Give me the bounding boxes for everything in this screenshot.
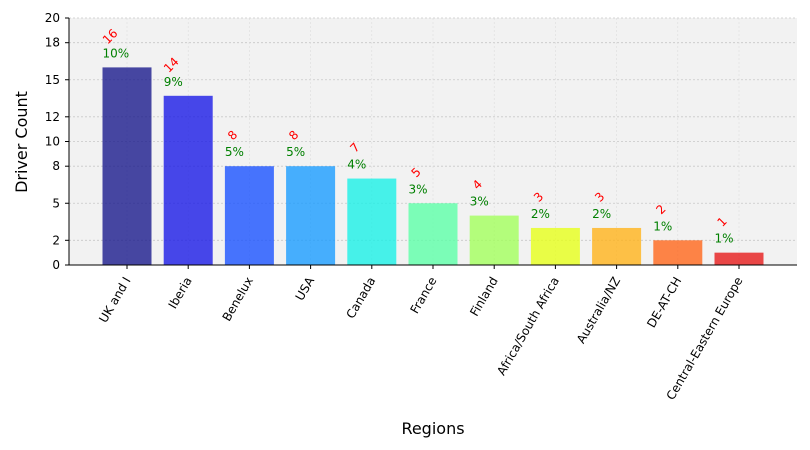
y-tick-label: 5 (52, 196, 60, 210)
y-ticks: 0 2 5 8 10 12 15 18 20 (45, 11, 69, 272)
x-ticks: UK and I Iberia Benelux USA Canada France Finl… (96, 265, 746, 402)
x-tick-label: UK and I (96, 275, 133, 326)
percent-label: 1% (653, 219, 672, 233)
y-tick-label: 15 (45, 73, 60, 87)
x-tick-label: France (408, 275, 440, 317)
x-tick-label: DE-AT-CH (644, 275, 684, 331)
y-tick-label: 2 (52, 233, 60, 247)
y-tick-label: 0 (52, 258, 60, 272)
y-tick-label: 18 (45, 36, 60, 50)
percent-label: 2% (531, 207, 550, 221)
percent-label: 1% (715, 232, 734, 246)
bar (347, 178, 397, 265)
x-tick-label: Australia/NZ (574, 275, 623, 346)
bar (592, 227, 642, 265)
y-tick-label: 12 (45, 110, 60, 124)
x-tick-label: Benelux (220, 275, 256, 324)
bars (102, 67, 764, 266)
percent-label: 5% (286, 145, 305, 159)
bar (224, 166, 274, 265)
bar (163, 95, 213, 266)
percent-label: 4% (347, 158, 366, 172)
bar (408, 203, 458, 265)
bar (102, 67, 152, 266)
percent-label: 3% (409, 182, 428, 196)
percent-label: 3% (470, 195, 489, 209)
x-tick-label: Canada (343, 275, 378, 322)
percent-label: 5% (225, 145, 244, 159)
y-tick-label: 10 (45, 135, 60, 149)
percent-label: 10% (103, 46, 130, 60)
y-tick-label: 20 (45, 11, 60, 25)
x-tick-label: Africa/South Africa (494, 275, 562, 378)
x-axis-title: Regions (401, 419, 464, 438)
percent-label: 2% (592, 207, 611, 221)
bar (530, 227, 580, 265)
x-tick-label: Finland (467, 275, 501, 319)
x-tick-label: USA (293, 274, 318, 303)
bar (653, 240, 703, 265)
bar (469, 215, 519, 265)
bar (286, 166, 336, 265)
y-axis-title: Driver Count (12, 91, 31, 193)
y-tick-label: 8 (52, 159, 60, 173)
bar (714, 252, 764, 265)
x-tick-label: Iberia (166, 275, 195, 312)
percent-label: 9% (164, 75, 183, 89)
